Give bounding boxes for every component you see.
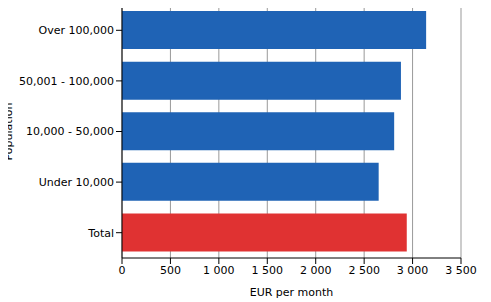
svg-text:50,001 - 100,000: 50,001 - 100,000 — [19, 75, 114, 88]
svg-text:2 000: 2 000 — [300, 264, 332, 277]
svg-text:10,000 - 50,000: 10,000 - 50,000 — [26, 125, 114, 138]
svg-text:500: 500 — [160, 264, 181, 277]
svg-text:3 000: 3 000 — [397, 264, 429, 277]
svg-text:Under 10,000: Under 10,000 — [39, 176, 114, 189]
svg-text:1 500: 1 500 — [252, 264, 284, 277]
svg-text:2 500: 2 500 — [348, 264, 380, 277]
svg-text:3 500: 3 500 — [445, 264, 477, 277]
svg-text:Over 100,000: Over 100,000 — [39, 24, 114, 37]
svg-text:Population: Population — [8, 103, 15, 161]
svg-text:1 000: 1 000 — [203, 264, 235, 277]
svg-text:Total: Total — [87, 227, 114, 240]
svg-text:EUR per month: EUR per month — [250, 286, 334, 299]
svg-text:0: 0 — [119, 264, 126, 277]
